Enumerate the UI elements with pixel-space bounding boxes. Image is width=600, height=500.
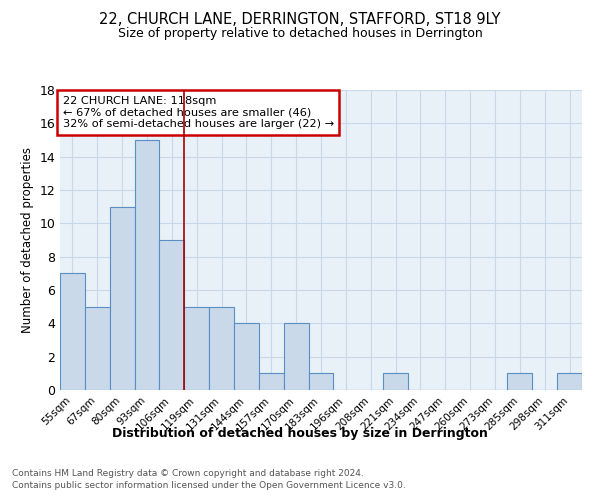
Y-axis label: Number of detached properties: Number of detached properties xyxy=(21,147,34,333)
Bar xyxy=(508,374,532,390)
Bar xyxy=(234,324,259,390)
Bar xyxy=(85,306,110,390)
Bar xyxy=(60,274,85,390)
Bar xyxy=(160,240,184,390)
Bar xyxy=(557,374,582,390)
Text: 22, CHURCH LANE, DERRINGTON, STAFFORD, ST18 9LY: 22, CHURCH LANE, DERRINGTON, STAFFORD, S… xyxy=(99,12,501,28)
Bar xyxy=(284,324,308,390)
Bar xyxy=(209,306,234,390)
Bar xyxy=(383,374,408,390)
Text: Distribution of detached houses by size in Derrington: Distribution of detached houses by size … xyxy=(112,428,488,440)
Bar xyxy=(184,306,209,390)
Bar xyxy=(308,374,334,390)
Bar xyxy=(110,206,134,390)
Text: 22 CHURCH LANE: 118sqm
← 67% of detached houses are smaller (46)
32% of semi-det: 22 CHURCH LANE: 118sqm ← 67% of detached… xyxy=(62,96,334,129)
Text: Contains public sector information licensed under the Open Government Licence v3: Contains public sector information licen… xyxy=(12,481,406,490)
Text: Contains HM Land Registry data © Crown copyright and database right 2024.: Contains HM Land Registry data © Crown c… xyxy=(12,468,364,477)
Text: Size of property relative to detached houses in Derrington: Size of property relative to detached ho… xyxy=(118,28,482,40)
Bar xyxy=(259,374,284,390)
Bar xyxy=(134,140,160,390)
